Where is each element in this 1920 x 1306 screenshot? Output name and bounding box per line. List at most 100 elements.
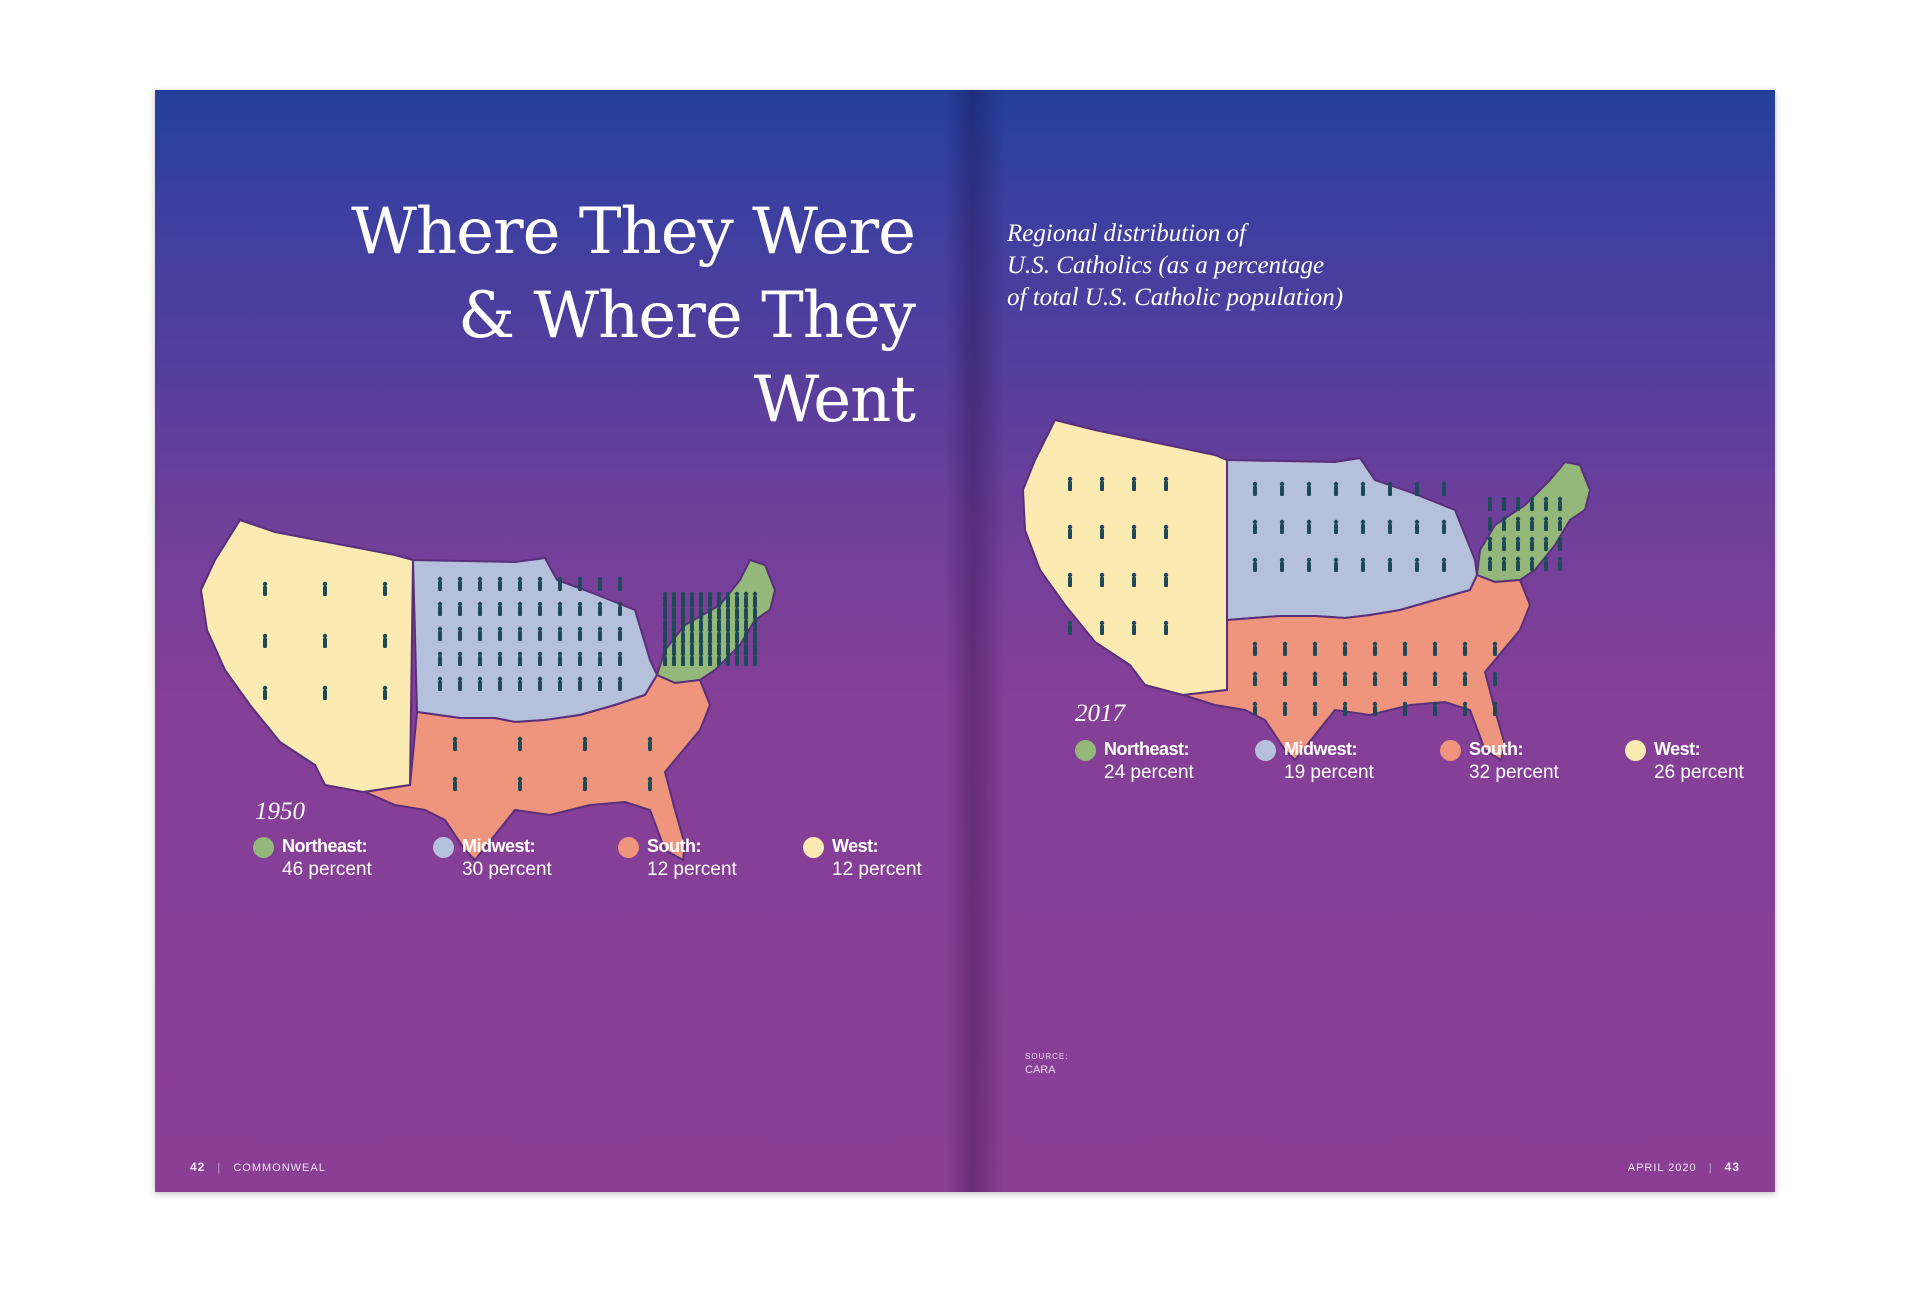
person-icon (752, 627, 758, 642)
person-icon (1312, 641, 1318, 656)
person-icon (497, 601, 503, 616)
person-icon (671, 627, 677, 642)
person-icon (671, 603, 677, 618)
person-icon (1279, 557, 1285, 572)
person-icon (1487, 536, 1493, 551)
person-icon (707, 639, 713, 654)
region-name: South: (647, 836, 701, 856)
person-icon (557, 601, 563, 616)
person-icon (1163, 572, 1169, 587)
person-icon (577, 676, 583, 691)
person-icon (477, 626, 483, 641)
subtitle-line: U.S. Catholics (as a percentage (1007, 252, 1325, 279)
year-label-1950: 1950 (255, 798, 305, 825)
region-value: 30 percent (462, 859, 552, 880)
person-icon (322, 633, 328, 648)
south-dot (618, 837, 639, 858)
person-icon (582, 736, 588, 751)
person-icon (671, 615, 677, 630)
page-number: 43 (1724, 1160, 1740, 1174)
person-icon (707, 603, 713, 618)
person-icon (437, 676, 443, 691)
person-icon (716, 639, 722, 654)
person-icon (1372, 641, 1378, 656)
person-icon (1432, 671, 1438, 686)
person-icon (716, 651, 722, 666)
person-icon (597, 676, 603, 691)
person-icon (497, 651, 503, 666)
person-icon (1432, 641, 1438, 656)
person-icon (662, 639, 668, 654)
magazine-spread: Where They Were & Where They Went Region… (155, 90, 1775, 1192)
person-icon (437, 651, 443, 666)
person-icon (1252, 519, 1258, 534)
midwest-dot (1255, 740, 1276, 761)
person-icon (1333, 557, 1339, 572)
person-icon (1131, 572, 1137, 587)
person-icon (743, 615, 749, 630)
person-icon (689, 591, 695, 606)
folio-left: 42 | COMMONWEAL (190, 1160, 326, 1174)
person-icon (671, 651, 677, 666)
person-icon (1387, 557, 1393, 572)
person-icon (698, 639, 704, 654)
title-line: & Where They (458, 279, 916, 353)
person-icon (537, 601, 543, 616)
person-icon (577, 626, 583, 641)
person-icon (1441, 481, 1447, 496)
person-icon (1487, 516, 1493, 531)
person-icon (1131, 620, 1137, 635)
person-icon (689, 651, 695, 666)
person-icon (1492, 641, 1498, 656)
person-icon (617, 626, 623, 641)
person-icon (689, 627, 695, 642)
person-icon (1387, 481, 1393, 496)
person-icon (680, 639, 686, 654)
person-icon (743, 651, 749, 666)
region-name: Northeast: (282, 836, 368, 856)
person-icon (557, 576, 563, 591)
person-icon (743, 627, 749, 642)
person-icon (1252, 481, 1258, 496)
person-icon (537, 576, 543, 591)
us-map-2017 (1021, 418, 1592, 762)
person-icon (734, 603, 740, 618)
person-icon (680, 651, 686, 666)
person-icon (707, 627, 713, 642)
person-icon (1067, 620, 1073, 635)
subtitle: Regional distribution of U.S. Catholics … (1007, 218, 1427, 314)
south-region (361, 673, 712, 862)
person-icon (662, 603, 668, 618)
person-icon (1515, 516, 1521, 531)
person-icon (752, 615, 758, 630)
person-icon (452, 776, 458, 791)
person-icon (557, 626, 563, 641)
person-icon (1387, 519, 1393, 534)
person-icon (517, 651, 523, 666)
person-icon (457, 626, 463, 641)
figure-icons (262, 576, 758, 791)
person-icon (698, 615, 704, 630)
person-icon (743, 603, 749, 618)
person-icon (1543, 536, 1549, 551)
region-name: Northeast: (1104, 739, 1190, 759)
person-icon (597, 601, 603, 616)
legend-item-south: South: 32 percent (1440, 738, 1599, 784)
person-icon (1441, 519, 1447, 534)
person-icon (617, 651, 623, 666)
person-icon (716, 603, 722, 618)
person-icon (1252, 701, 1258, 716)
person-icon (477, 576, 483, 591)
person-icon (497, 626, 503, 641)
person-icon (457, 676, 463, 691)
person-icon (1402, 671, 1408, 686)
person-icon (1131, 476, 1137, 491)
midwest-dot (433, 837, 454, 858)
legend-item-midwest: Midwest: 19 percent (1255, 738, 1414, 784)
person-icon (382, 581, 388, 596)
person-icon (743, 639, 749, 654)
year-label-2017: 2017 (1075, 700, 1125, 727)
person-icon (1099, 524, 1105, 539)
person-icon (537, 651, 543, 666)
person-icon (1282, 641, 1288, 656)
